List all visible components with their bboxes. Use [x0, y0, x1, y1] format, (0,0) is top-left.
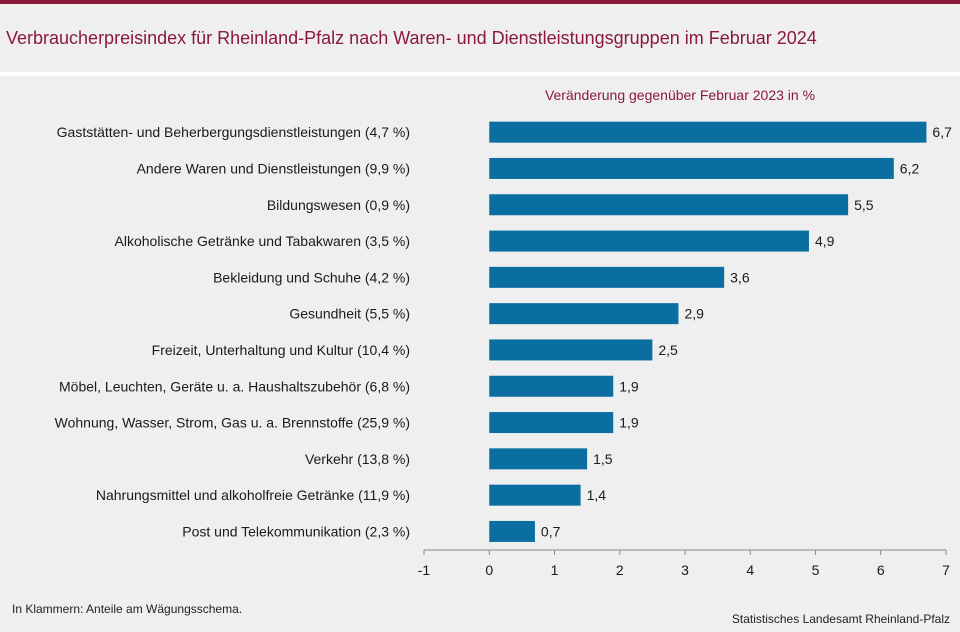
category-label: Post und Telekommunikation (2,3 %) [182, 523, 410, 539]
value-label: 1,9 [619, 415, 639, 431]
bar [489, 303, 679, 325]
value-label: 2,5 [658, 342, 678, 358]
x-tick-label: 3 [681, 562, 689, 578]
category-label: Gesundheit (5,5 %) [289, 306, 410, 322]
value-label: 2,9 [684, 306, 704, 322]
value-label: 5,5 [854, 197, 874, 213]
bar [489, 194, 849, 216]
footnote: In Klammern: Anteile am Wägungsschema. [12, 602, 243, 616]
x-tick-label: 1 [551, 562, 559, 578]
bar [489, 520, 535, 542]
value-label: 1,4 [587, 487, 607, 503]
value-label: 1,5 [593, 451, 613, 467]
category-label: Andere Waren und Dienstleistungen (9,9 %… [137, 160, 410, 176]
x-tick-label: 2 [616, 562, 624, 578]
x-tick-label: -1 [418, 562, 431, 578]
top-accent-bar [0, 0, 960, 4]
source-credit: Statistisches Landesamt Rheinland-Pfalz [731, 612, 950, 626]
category-label: Verkehr (13,8 %) [305, 451, 410, 467]
value-label: 6,2 [900, 160, 920, 176]
category-label: Bekleidung und Schuhe (4,2 %) [213, 269, 410, 285]
title-divider [0, 72, 960, 76]
x-tick-label: 7 [942, 562, 950, 578]
bar [489, 484, 581, 506]
value-label: 3,6 [730, 269, 750, 285]
chart-subtitle: Veränderung gegenüber Februar 2023 in % [544, 87, 816, 103]
bar [489, 121, 927, 143]
value-label: 4,9 [815, 233, 835, 249]
bar [489, 230, 809, 252]
value-label: 0,7 [541, 523, 561, 539]
bar [489, 375, 614, 397]
category-label: Nahrungsmittel und alkoholfreie Getränke… [96, 487, 410, 503]
category-label: Bildungswesen (0,9 %) [267, 197, 410, 213]
value-label: 1,9 [619, 378, 639, 394]
x-tick-label: 0 [485, 562, 493, 578]
category-label: Möbel, Leuchten, Geräte u. a. Haushaltsz… [59, 378, 410, 394]
x-tick-label: 5 [812, 562, 820, 578]
x-tick-label: 4 [746, 562, 754, 578]
bar [489, 339, 653, 361]
bar [489, 412, 614, 434]
bar [489, 448, 588, 470]
bar [489, 157, 894, 179]
category-label: Gaststätten- und Beherbergungsdienstleis… [57, 124, 410, 140]
category-label: Wohnung, Wasser, Strom, Gas u. a. Brenns… [55, 415, 410, 431]
x-tick-label: 6 [877, 562, 885, 578]
category-label: Freizeit, Unterhaltung und Kultur (10,4 … [152, 342, 410, 358]
page-title: Verbraucherpreisindex für Rheinland-Pfal… [6, 28, 817, 48]
bar [489, 266, 725, 288]
value-label: 6,7 [932, 124, 952, 140]
category-label: Alkoholische Getränke und Tabakwaren (3,… [115, 233, 410, 249]
